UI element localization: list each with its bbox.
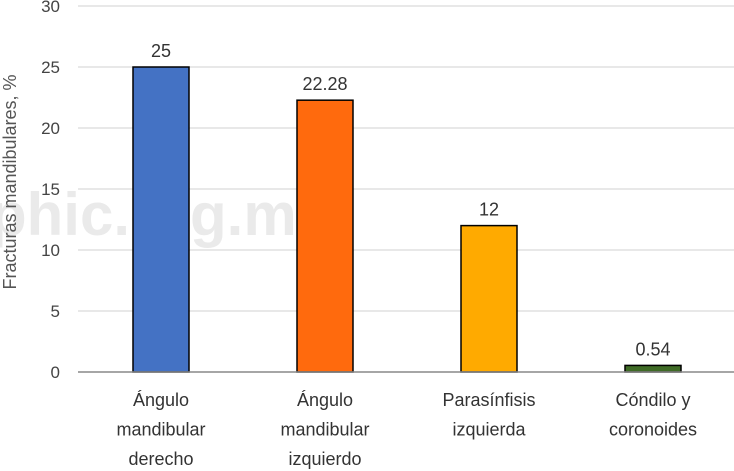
- x-category-label: Ángulo mandibular derecho: [116, 390, 205, 469]
- x-category-label: Parasínfisis izquierda: [442, 390, 535, 440]
- y-tick-label: 30: [41, 0, 60, 16]
- bar: [624, 364, 682, 373]
- y-tick-label: 0: [51, 363, 60, 382]
- data-label: 12: [479, 200, 499, 220]
- bars: [132, 66, 682, 373]
- data-labels: 25 22.28 12 0.54: [151, 41, 671, 359]
- y-tick-label: 25: [41, 58, 60, 77]
- y-tick-label: 10: [41, 241, 60, 260]
- bar: [460, 224, 518, 373]
- y-tick-label: 20: [41, 119, 60, 138]
- y-tick-label: 5: [51, 302, 60, 321]
- y-axis-ticks: 0 5 10 15 20 25 30: [41, 0, 60, 382]
- x-axis-categories: Ángulo mandibular derecho Ángulo mandibular i…: [116, 390, 697, 469]
- data-label: 22.28: [302, 74, 347, 94]
- data-label: 0.54: [635, 339, 670, 359]
- data-label: 25: [151, 41, 171, 61]
- bar: [296, 99, 354, 373]
- y-tick-label: 15: [41, 180, 60, 199]
- bar: [132, 66, 190, 373]
- y-axis-label: Fracturas mandibulares, %: [0, 74, 20, 289]
- x-category-label: Cóndilo y coronoides: [609, 390, 697, 440]
- x-category-label: Ángulo mandibular izquierdo: [280, 390, 369, 469]
